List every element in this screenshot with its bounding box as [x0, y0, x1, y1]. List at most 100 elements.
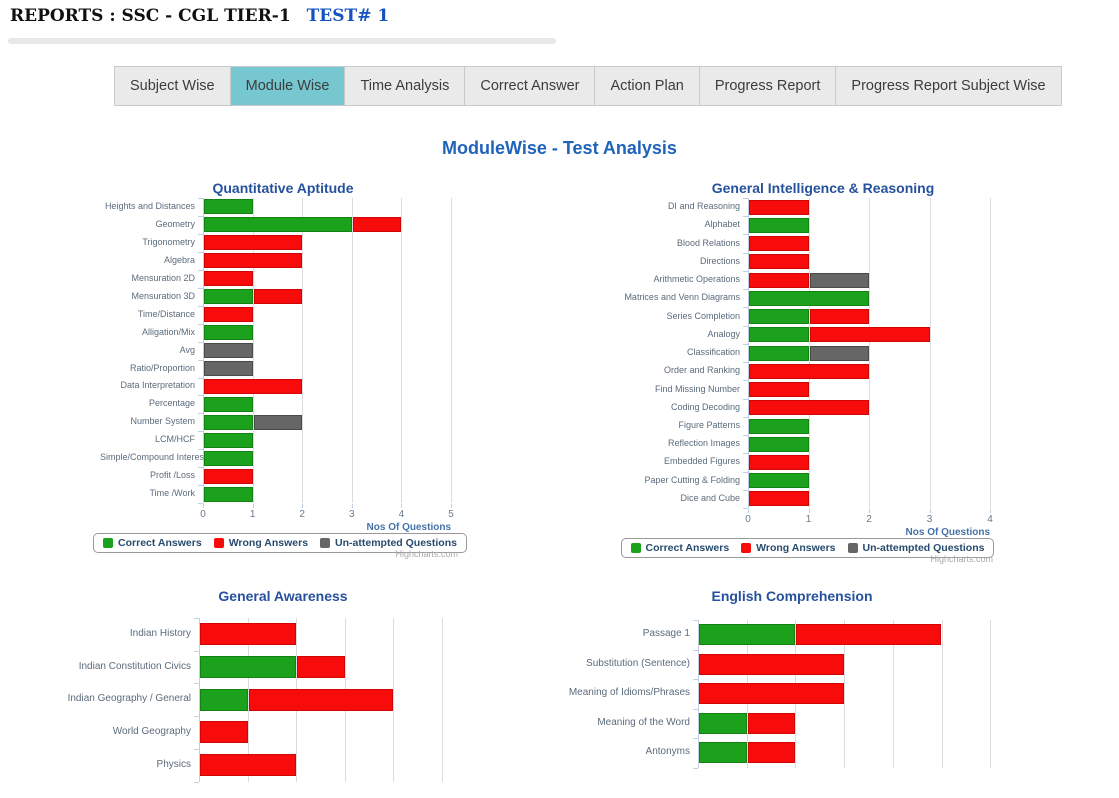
bar-segment-correct[interactable] [200, 656, 296, 679]
bar-segment-correct[interactable] [204, 450, 253, 466]
bar-segment-unattempted[interactable] [809, 272, 869, 288]
bar-segment-wrong[interactable] [200, 623, 296, 646]
tab-correct-answer[interactable]: Correct Answer [464, 66, 596, 106]
bar-segment-wrong[interactable] [200, 754, 296, 777]
bar-segment-wrong[interactable] [749, 400, 869, 416]
highcharts-credit[interactable]: Highcharts.com [930, 554, 993, 565]
bar-order-and-ranking [749, 363, 869, 379]
tab-action-plan[interactable]: Action Plan [594, 66, 700, 106]
bar-segment-correct[interactable] [749, 309, 809, 325]
bar-segment-wrong[interactable] [204, 271, 253, 287]
legend-label: Wrong Answers [756, 542, 836, 555]
category-label: Avg [179, 344, 195, 355]
bar-segment-wrong[interactable] [747, 742, 796, 764]
bar-segment-correct[interactable] [204, 217, 352, 233]
bar-segment-wrong[interactable] [749, 363, 869, 379]
y-axis-tick [198, 287, 203, 289]
bar-segment-wrong[interactable] [204, 307, 253, 323]
legend-item-wrong-answers[interactable]: Wrong Answers [213, 537, 309, 550]
bar-segment-correct[interactable] [749, 473, 809, 489]
bar-segment-correct[interactable] [204, 199, 253, 215]
bar-segment-wrong[interactable] [796, 624, 942, 646]
y-axis-tick [743, 398, 748, 400]
legend-item-un-attempted-questions[interactable]: Un-attempted Questions [320, 537, 457, 549]
chart-english-comprehension: English Comprehension Passage 1 Substituti… [560, 588, 1010, 798]
bar-segment-wrong[interactable] [749, 254, 809, 270]
bar-segment-wrong[interactable] [699, 683, 845, 705]
bar-segment-wrong[interactable] [352, 217, 402, 233]
tab-module-wise[interactable]: Module Wise [229, 66, 346, 106]
bar-segment-wrong[interactable] [749, 491, 809, 507]
bar-segment-wrong[interactable] [204, 468, 253, 484]
bar-segment-wrong[interactable] [204, 253, 303, 269]
bar-segment-correct[interactable] [749, 217, 809, 233]
bar-segment-wrong[interactable] [699, 653, 845, 675]
tab-progress-report[interactable]: Progress Report [698, 66, 837, 106]
legend-item-un-attempted-questions[interactable]: Un-attempted Questions [847, 542, 984, 554]
bar-segment-wrong[interactable] [749, 382, 809, 398]
bar-segment-correct[interactable] [749, 418, 809, 434]
legend-item-correct-answers[interactable]: Correct Answers [630, 542, 729, 554]
tab-time-analysis[interactable]: Time Analysis [344, 66, 466, 106]
bar-meaning-of-idioms-phrases [699, 683, 845, 705]
category-label: Number System [130, 416, 195, 427]
bar-segment-wrong[interactable] [747, 712, 796, 734]
y-axis-tick [198, 395, 203, 397]
tab-subject-wise[interactable]: Subject Wise [114, 66, 231, 106]
bar-segment-unattempted[interactable] [204, 361, 253, 377]
bar-segment-correct[interactable] [749, 345, 809, 361]
bar-segment-unattempted[interactable] [253, 414, 303, 430]
bar-segment-correct[interactable] [749, 290, 869, 306]
bar-segment-correct[interactable] [749, 436, 809, 452]
legend-label: Wrong Answers [228, 537, 309, 550]
test-number-link[interactable]: TEST# 1 [306, 6, 390, 26]
y-axis-tick [198, 485, 203, 487]
tab-progress-report-subject-wise[interactable]: Progress Report Subject Wise [835, 66, 1062, 106]
x-axis-tick [990, 509, 991, 514]
legend-swatch-wrong-icon [741, 543, 752, 554]
legend-swatch-wrong-icon [213, 538, 224, 549]
category-label: Heights and Distances [104, 200, 195, 211]
x-tick-label: 2 [299, 509, 305, 521]
bar-segment-wrong[interactable] [749, 272, 809, 288]
bar-segment-correct[interactable] [204, 432, 253, 448]
bar-segment-wrong[interactable] [749, 454, 809, 470]
y-axis-tick [198, 377, 203, 379]
bar-segment-correct[interactable] [200, 688, 248, 711]
bar-segment-correct[interactable] [699, 742, 747, 764]
bar-segment-correct[interactable] [204, 289, 253, 305]
legend-item-correct-answers[interactable]: Correct Answers [103, 537, 202, 549]
bar-segment-wrong[interactable] [809, 309, 869, 325]
category-label: Trigonometry [142, 236, 195, 247]
y-axis-tick [743, 343, 748, 345]
bar-segment-wrong[interactable] [248, 688, 393, 711]
bar-segment-correct[interactable] [204, 325, 253, 341]
chart-general-awareness: General Awareness Indian History Indian Co… [60, 588, 455, 798]
bar-segment-wrong[interactable] [204, 235, 303, 251]
bar-segment-correct[interactable] [699, 712, 747, 734]
highcharts-credit[interactable]: Highcharts.com [395, 549, 458, 560]
category-label: Simple/Compound Interest [100, 452, 207, 463]
bar-arithmetic-operations [749, 272, 869, 288]
bar-segment-correct[interactable] [699, 624, 796, 646]
bar-segment-wrong[interactable] [809, 327, 930, 343]
legend-item-wrong-answers[interactable]: Wrong Answers [741, 542, 836, 555]
bar-data-interpretation [204, 378, 303, 394]
bar-segment-wrong[interactable] [749, 236, 809, 252]
x-axis-tick [748, 509, 749, 514]
bar-segment-wrong[interactable] [253, 289, 303, 305]
bar-algebra [204, 253, 303, 269]
bar-segment-unattempted[interactable] [204, 343, 253, 359]
y-axis-tick [198, 359, 203, 361]
bar-segment-correct[interactable] [204, 396, 253, 412]
bar-segment-unattempted[interactable] [809, 345, 869, 361]
bar-segment-correct[interactable] [204, 414, 253, 430]
bar-segment-wrong[interactable] [749, 199, 809, 215]
bar-segment-wrong[interactable] [204, 378, 303, 394]
bar-segment-correct[interactable] [749, 327, 809, 343]
gridline [990, 198, 991, 509]
bar-segment-wrong[interactable] [200, 721, 248, 744]
category-label: World Geography [112, 725, 191, 737]
bar-segment-wrong[interactable] [297, 656, 345, 679]
bar-segment-correct[interactable] [204, 486, 253, 502]
